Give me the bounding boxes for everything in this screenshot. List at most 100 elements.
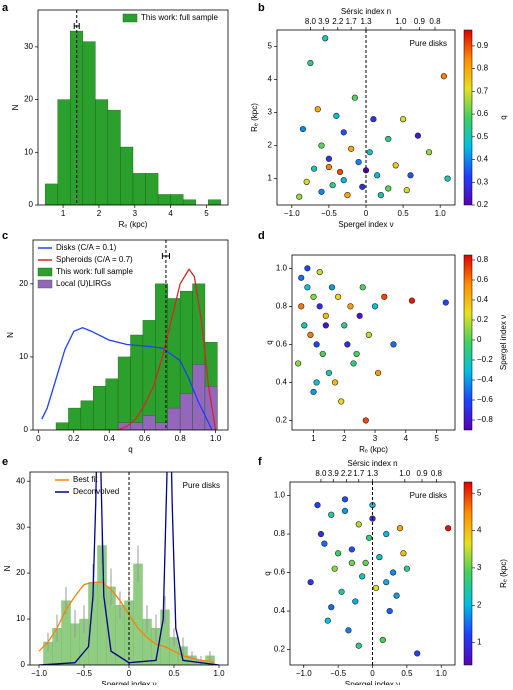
y-tick-label: 0.2 bbox=[274, 645, 286, 654]
colorbar-tick-label: 0.8 bbox=[477, 64, 489, 73]
bar bbox=[120, 146, 134, 205]
point bbox=[370, 116, 377, 123]
point bbox=[295, 360, 302, 367]
x-tick-label: 0 bbox=[36, 434, 41, 443]
y-tick-label: 0.8 bbox=[276, 301, 288, 310]
colorbar-tick-label: 0.4 bbox=[477, 295, 489, 304]
x-tick-label: 0.8 bbox=[175, 434, 187, 443]
point bbox=[340, 129, 347, 136]
colorbar-tick-label: 0.9 bbox=[477, 41, 489, 50]
point bbox=[316, 303, 323, 310]
x-tick-label: 5 bbox=[204, 209, 209, 218]
point bbox=[385, 185, 392, 192]
x2-tick-label: 1.3 bbox=[367, 469, 379, 478]
legend-label: This work: full sample bbox=[141, 13, 218, 22]
point bbox=[307, 331, 314, 338]
colorbar bbox=[463, 254, 473, 431]
point bbox=[313, 379, 320, 386]
point bbox=[338, 398, 345, 405]
x2-tick-label: 3.9 bbox=[328, 469, 340, 478]
point bbox=[313, 341, 320, 348]
bar bbox=[107, 109, 121, 205]
legend-label: Spheroids (C/A = 0.7) bbox=[56, 255, 133, 264]
axes-frame bbox=[289, 481, 456, 666]
bar bbox=[68, 407, 82, 430]
point bbox=[336, 168, 344, 176]
point bbox=[322, 322, 329, 329]
x-tick-label: 0 bbox=[370, 669, 375, 678]
point bbox=[307, 59, 314, 67]
point bbox=[325, 163, 333, 171]
point bbox=[341, 496, 349, 503]
point bbox=[304, 265, 311, 272]
point bbox=[392, 162, 399, 169]
colorbar-tick-label: 0.6 bbox=[477, 109, 489, 118]
point bbox=[381, 293, 388, 300]
point bbox=[347, 303, 354, 310]
point bbox=[321, 540, 328, 547]
point bbox=[301, 322, 308, 329]
colorbar-tick-label: 0.2 bbox=[477, 200, 489, 209]
x2-tick-label: 2.2 bbox=[341, 469, 353, 478]
point bbox=[403, 187, 410, 194]
point bbox=[331, 565, 338, 572]
colorbar-tick-label: 0.5 bbox=[477, 132, 489, 141]
point bbox=[310, 293, 317, 300]
legend-label: Best fit bbox=[73, 475, 98, 484]
plot-area bbox=[44, 10, 222, 205]
point bbox=[440, 73, 447, 80]
colorbar-tick-label: −0.8 bbox=[477, 415, 493, 424]
x-tick-label: −1.0 bbox=[284, 209, 300, 218]
bar bbox=[130, 422, 144, 430]
y-tick-label: 10 bbox=[19, 352, 28, 361]
bar bbox=[179, 393, 193, 430]
x2-tick-label: 0.9 bbox=[416, 469, 428, 478]
colorbar-tick-label: 3 bbox=[477, 563, 482, 572]
x2-tick-label: 1.7 bbox=[346, 17, 358, 26]
curve bbox=[38, 472, 220, 665]
bar bbox=[132, 173, 146, 205]
point bbox=[359, 573, 366, 580]
y-tick-label: 0 bbox=[21, 660, 26, 669]
x2-tick-label: 0.8 bbox=[431, 469, 443, 478]
axes-frame bbox=[32, 239, 229, 431]
x2-tick-label: 1.0 bbox=[395, 17, 407, 26]
annotation: Pure disks bbox=[410, 39, 447, 48]
x2-axis-label: Sérsic index n bbox=[347, 459, 397, 468]
point bbox=[366, 149, 373, 156]
x-tick-label: 1.0 bbox=[436, 669, 448, 678]
point bbox=[310, 388, 317, 396]
legend-label: Local (U)LIRGs bbox=[56, 279, 111, 288]
plot-area bbox=[38, 472, 220, 665]
point bbox=[352, 598, 359, 605]
y-tick-label: 1.0 bbox=[274, 491, 286, 500]
x-tick-label: −1.0 bbox=[31, 669, 47, 678]
legend-swatch bbox=[122, 13, 138, 23]
colorbar-tick-label: −0.2 bbox=[477, 355, 493, 364]
x2-tick-label: 0.9 bbox=[414, 17, 426, 26]
point bbox=[408, 297, 416, 304]
colorbar-tick-label: 0.3 bbox=[477, 177, 489, 186]
colorbar-label: q bbox=[499, 115, 508, 119]
colorbar-tick-label: 0.8 bbox=[477, 255, 489, 264]
colorbar-tick-label: 0.7 bbox=[477, 86, 489, 95]
point bbox=[425, 149, 433, 156]
x-tick-label: 5 bbox=[434, 434, 439, 443]
y-tick-label: 30 bbox=[24, 42, 33, 51]
y-axis-label: q bbox=[265, 340, 274, 344]
plot-area bbox=[307, 482, 452, 665]
point bbox=[385, 135, 392, 143]
x-axis-label: Rₑ (kpc) bbox=[119, 220, 148, 229]
bar bbox=[93, 385, 106, 430]
y-tick-label: 20 bbox=[24, 95, 33, 104]
colorbar-tick-label: 2 bbox=[477, 600, 482, 609]
plot-area bbox=[295, 265, 449, 424]
point bbox=[322, 35, 329, 42]
x-tick-label: −0.5 bbox=[321, 209, 337, 218]
point bbox=[340, 177, 347, 184]
point bbox=[355, 158, 362, 166]
point bbox=[348, 145, 355, 152]
bar bbox=[142, 320, 156, 430]
point bbox=[396, 525, 404, 532]
point bbox=[324, 617, 331, 624]
